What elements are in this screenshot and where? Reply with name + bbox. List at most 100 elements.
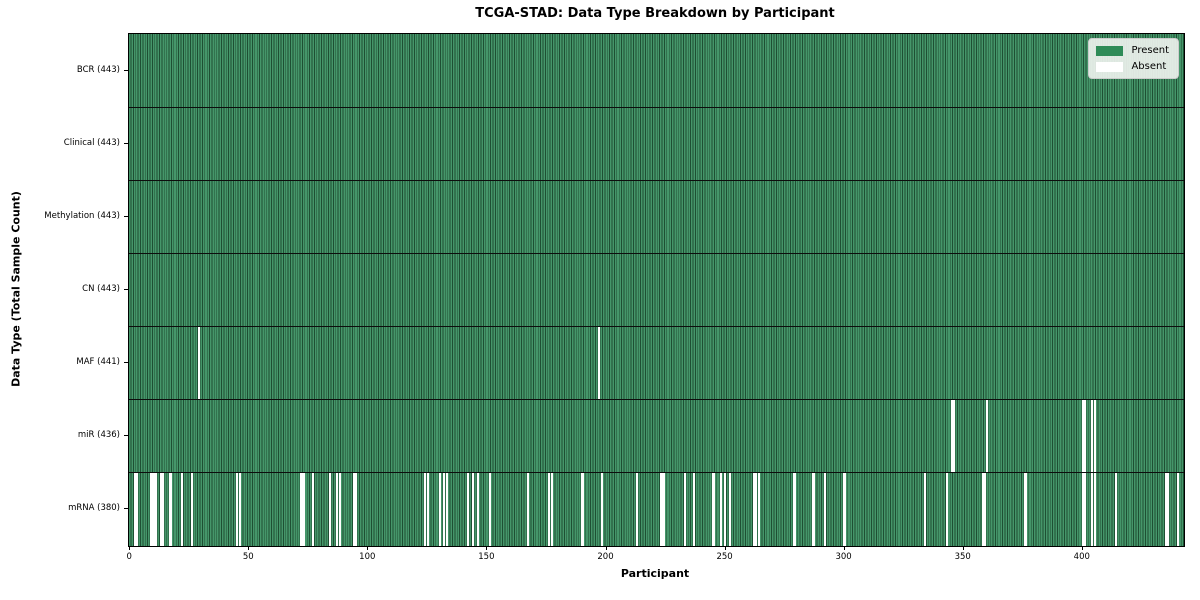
absent-mark	[445, 472, 448, 546]
absent-mark	[598, 326, 601, 400]
x-tick-label: 200	[597, 552, 614, 562]
absent-mark	[1093, 472, 1096, 546]
absent-mark	[424, 472, 427, 546]
legend-label-present: Present	[1131, 45, 1169, 56]
absent-mark	[953, 399, 956, 473]
x-tick-mark	[843, 546, 845, 550]
x-tick-label: 0	[126, 552, 132, 562]
x-tick-mark	[1081, 546, 1083, 550]
absent-mark	[600, 472, 603, 546]
absent-mark	[1114, 472, 1118, 546]
x-tick-mark	[605, 546, 607, 550]
absent-mark	[329, 472, 332, 546]
absent-mark	[986, 399, 989, 473]
absent-mark	[133, 472, 136, 546]
absent-mark	[752, 472, 756, 546]
absent-mark	[159, 472, 163, 546]
absent-mark	[181, 472, 184, 546]
absent-mark	[729, 472, 732, 546]
absent-mark	[1083, 399, 1087, 473]
x-tick-label: 50	[242, 552, 254, 562]
absent-mark	[467, 472, 470, 546]
y-tick-mark	[124, 142, 128, 144]
absent-mark	[236, 472, 239, 546]
x-tick-label: 150	[478, 552, 495, 562]
chart-title: TCGA-STAD: Data Type Breakdown by Partic…	[475, 6, 835, 21]
x-tick-mark	[129, 546, 131, 550]
y-tick-mark	[124, 69, 128, 71]
absent-mark	[1164, 472, 1168, 546]
x-tick-mark	[248, 546, 250, 550]
absent-mark	[1167, 472, 1170, 546]
absent-mark	[338, 472, 341, 546]
absent-mark	[169, 472, 172, 546]
absent-mark	[824, 472, 827, 546]
x-tick-mark	[962, 546, 964, 550]
absent-mark	[471, 472, 474, 546]
x-tick-label: 100	[359, 552, 376, 562]
absent-mark	[581, 472, 584, 546]
absent-mark	[983, 472, 987, 546]
absent-mark	[155, 472, 158, 546]
x-tick-label: 300	[835, 552, 852, 562]
absent-mark	[476, 472, 479, 546]
absent-mark	[757, 472, 760, 546]
x-tick-label: 250	[716, 552, 733, 562]
absent-mark	[843, 472, 846, 546]
absent-mark	[162, 472, 165, 546]
x-tick-label: 400	[1073, 552, 1090, 562]
absent-mark	[1024, 472, 1027, 546]
y-tick-mark	[124, 508, 128, 510]
legend-item-present: Present	[1096, 45, 1169, 56]
absent-mark	[924, 472, 927, 546]
x-tick-label: 350	[954, 552, 971, 562]
absent-mark	[812, 472, 815, 546]
plot-area: Present Absent	[128, 33, 1185, 547]
absent-mark	[683, 472, 686, 546]
absent-mark	[426, 472, 429, 546]
absent-mark	[1081, 472, 1084, 546]
x-tick-mark	[486, 546, 488, 550]
absent-mark	[755, 472, 758, 546]
row-divider	[129, 106, 1184, 108]
absent-mark	[198, 326, 201, 400]
absent-mark	[1083, 472, 1087, 546]
absent-mark	[1091, 472, 1094, 546]
absent-mark	[488, 472, 491, 546]
y-tick-mark	[124, 435, 128, 437]
absent-mark	[950, 399, 953, 473]
absent-mark	[300, 472, 303, 546]
absent-mark	[945, 472, 948, 546]
absent-mark	[238, 472, 241, 546]
row-divider	[129, 399, 1184, 401]
legend: Present Absent	[1088, 38, 1179, 79]
absent-mark	[693, 472, 696, 546]
absent-mark	[1093, 399, 1096, 473]
absent-mark	[548, 472, 551, 546]
absent-mark	[302, 472, 305, 546]
absent-mark	[1176, 472, 1179, 546]
y-tick-label: BCR (443)	[76, 64, 120, 75]
y-tick-label: miR (436)	[77, 430, 120, 441]
y-tick-label: Methylation (443)	[44, 210, 120, 221]
y-tick-label: MAF (441)	[76, 357, 120, 368]
absent-mark	[336, 472, 339, 546]
x-tick-mark	[367, 546, 369, 550]
absent-mark	[662, 472, 665, 546]
legend-item-absent: Absent	[1096, 61, 1169, 72]
row-divider	[129, 179, 1184, 181]
y-tick-mark	[124, 289, 128, 290]
y-tick-label: CN (443)	[82, 284, 120, 294]
row-divider	[129, 326, 1184, 328]
absent-mark	[719, 472, 722, 546]
row-divider	[129, 252, 1184, 254]
x-axis-label: Participant	[620, 567, 690, 580]
y-tick-label: Clinical (443)	[63, 137, 120, 148]
absent-mark	[190, 472, 193, 546]
absent-mark	[443, 472, 446, 546]
absent-mark	[793, 472, 796, 546]
legend-label-absent: Absent	[1131, 61, 1167, 72]
absent-mark	[355, 472, 358, 546]
legend-swatch-present-icon	[1096, 45, 1124, 56]
